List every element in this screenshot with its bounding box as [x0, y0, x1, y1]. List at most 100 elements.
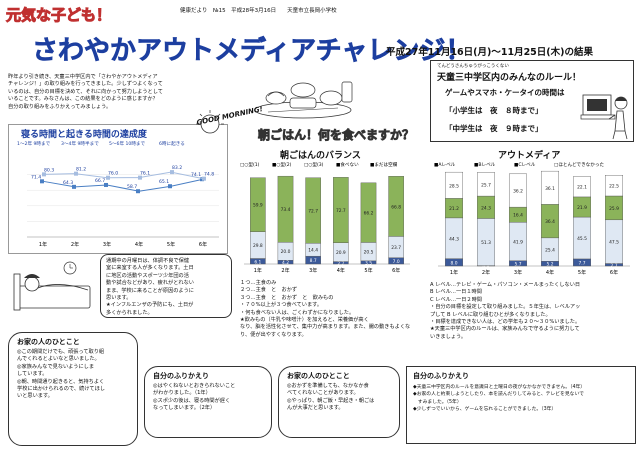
- sleep-point: [104, 182, 108, 187]
- outmedia-segment-label: 44.3: [449, 236, 459, 242]
- balance-segment-label: 20.5: [364, 250, 374, 256]
- balance-chart-panel: 朝ごはんのバランス □○型(1) ■○型(2) □○型(3) ■食べない ■まだは空欄 …: [236, 148, 414, 276]
- outmedia-bar-segment: [444, 171, 464, 199]
- balance-tick-label: 3年: [309, 267, 317, 274]
- outmedia-legend-item: □ほとんどできなかった: [554, 161, 604, 168]
- main-title: さわやかアウトメディアチャレンジ！: [32, 36, 472, 67]
- outmedia-tick-label: 5年: [578, 269, 586, 276]
- sleep-chart-svg: 1〜2年 9時まで 3〜4年 9時半まで 5〜6年 10時まで 6時に起きる 71.4…: [17, 140, 219, 248]
- outmedia-segment-label: 16.4: [513, 213, 523, 219]
- balance-legend-item: ■○型(2): [272, 161, 292, 168]
- outmedia-bar-segment: [604, 175, 623, 197]
- balance-segment-label: 73.4: [281, 207, 291, 213]
- sleep-value-label: 81.2: [76, 167, 86, 173]
- sun-icon: [188, 108, 232, 138]
- outmedia-segment-label: 36.2: [513, 188, 523, 194]
- sleep-point: [138, 175, 142, 180]
- balance-segment-label: 3.5: [365, 260, 372, 266]
- sleep-tick-label: 6年: [199, 241, 207, 248]
- balance-segment-label: 4.2: [282, 260, 289, 266]
- outmedia-segment-label: 5.7: [515, 261, 522, 267]
- sleep-point: [202, 176, 206, 181]
- sleep-legend-item: 3〜4年 9時半まで: [61, 140, 99, 147]
- sleep-value-label: 76.0: [108, 171, 118, 177]
- sleep-point: [72, 184, 76, 189]
- balance-chart-title: 朝ごはんのバランス: [280, 151, 361, 161]
- self-review-box-2: 自分のふりかえり ◆天童三中学区内のルールを意識日と土曜日の夜がなかなかできませ…: [406, 366, 636, 444]
- sleep-point: [42, 172, 46, 177]
- balance-segment-label: 20.0: [281, 249, 291, 255]
- logo-text: 元気な子ども！: [5, 6, 112, 25]
- rule-junior-high: 「中学生は 夜 ９時まで」: [445, 124, 543, 133]
- outmedia-segment-label: 0.4: [483, 264, 490, 270]
- family-voice-title-1: お家の人のひとこと: [17, 338, 80, 346]
- child-computer-illustration: [579, 85, 633, 141]
- balance-segment-label: 59.9: [253, 203, 263, 209]
- sleep-value-label: 65.1: [159, 179, 169, 185]
- rule-elementary: 「小学生は 夜 ８時まで」: [445, 106, 543, 115]
- sleep-tick-label: 2年: [71, 241, 79, 248]
- self-review-title-2: 自分のふりかえり: [413, 372, 469, 380]
- balance-bar-segment: [333, 177, 349, 243]
- balance-bar-segment: [277, 175, 294, 243]
- balance-legend-item: ■食べない: [336, 161, 359, 168]
- sleep-legend-item: 1〜2年 9時まで: [17, 140, 51, 147]
- sleep-tick-label: 3年: [103, 241, 111, 248]
- family-voice-title-2: お家の人のひとこと: [287, 372, 350, 380]
- outmedia-tick-label: 3年: [514, 269, 522, 276]
- self-review-title-1: 自分のふりかえり: [153, 372, 209, 380]
- balance-segment-label: 66.8: [391, 204, 401, 210]
- outmedia-bar-segment: [572, 176, 591, 198]
- outmedia-segment-label: 25.7: [481, 182, 491, 188]
- outmedia-segment-label: 45.5: [577, 236, 587, 242]
- balance-segment-label: 23.7: [391, 245, 401, 251]
- outmedia-legend-item: ■Cレベル: [514, 162, 536, 168]
- balance-segment-label: 7.0: [393, 259, 400, 265]
- balance-chart-svg: □○型(1) ■○型(2) □○型(3) ■食べない ■まだは空欄 6.1 29.8 59.…: [240, 161, 410, 274]
- balance-legend-item: ■まだは空欄: [370, 161, 398, 168]
- sleep-legend-item: 6時に起きる: [159, 140, 185, 147]
- outmedia-tick-label: 4年: [546, 269, 554, 276]
- sleep-value-label: 74.1: [191, 172, 201, 178]
- balance-tick-label: 2年: [281, 267, 289, 274]
- outmedia-chart-panel: アウトメディア ■Aレベル ■Bレベル ■Cレベル □ほとんどできなかった 8.0 44…: [430, 148, 634, 278]
- outmedia-legend-item: ■Bレベル: [474, 162, 496, 168]
- outmedia-segment-label: 25.4: [545, 248, 555, 254]
- breakfast-illustration: [248, 68, 358, 120]
- outmedia-chart-svg: ■Aレベル ■Bレベル ■Cレベル □ほとんどできなかった 8.0 44.3 21.2 28…: [434, 161, 630, 276]
- balance-segment-label: 20.9: [336, 250, 346, 256]
- sleeping-child-illustration: [10, 258, 100, 318]
- balance-bar-segment: [250, 177, 266, 232]
- rule-subtitle: ゲームやスマホ・ケータイの時間は: [445, 88, 565, 97]
- self-review-box-1: 自分のふりかえり ◎はやくねないとおきられないこと がわかりました。（1年） ◎…: [144, 366, 272, 438]
- outmedia-tick-label: 1年: [450, 269, 458, 276]
- balance-tick-label: 6年: [392, 267, 400, 274]
- outmedia-segment-label: 5.2: [547, 262, 554, 268]
- balance-segment-label: 66.2: [364, 211, 374, 217]
- balance-notes: １つ…主食のみ ２つ…主食 と おかず ３つ…主食 と おかず と 飲みもの ・…: [240, 280, 411, 338]
- rule-box: てんどうさんちゅうがっこうくない 天童三中学区内のみんなのルール！ ゲームやスマ…: [430, 60, 634, 142]
- sleep-point: [40, 179, 44, 184]
- issue-line: 健康だより №15 平成28年3月16日 天童市立長岡小学校: [180, 8, 337, 14]
- balance-bar-segment: [360, 182, 377, 243]
- sleep-value-label: 80.3: [44, 167, 54, 173]
- sleep-series-line: [42, 171, 204, 180]
- outmedia-tick-label: 6年: [610, 269, 618, 276]
- sleep-tick-label: 5年: [167, 241, 175, 248]
- outmedia-segment-label: 2.7: [611, 263, 618, 269]
- sleep-series-line: [42, 178, 204, 192]
- sleep-chart-title: 寝る時間と起きる時間の達成度: [21, 130, 147, 140]
- outmedia-segment-label: 21.2: [449, 206, 459, 212]
- balance-segment-label: 72.7: [308, 208, 318, 214]
- outmedia-segment-label: 47.5: [609, 240, 619, 246]
- balance-segment-label: 14.4: [308, 248, 318, 254]
- sleep-point: [168, 184, 172, 189]
- sleep-point: [136, 189, 140, 194]
- outmedia-tick-label: 2年: [482, 269, 490, 276]
- outmedia-segment-label: 36.4: [545, 219, 555, 225]
- outmedia-segment-label: 51.3: [481, 240, 491, 246]
- outmedia-segment-label: 24.3: [481, 205, 491, 211]
- outmedia-segment-label: 7.7: [579, 260, 586, 266]
- outmedia-segment-label: 21.9: [577, 205, 587, 211]
- outmedia-segment-label: 22.1: [577, 185, 587, 191]
